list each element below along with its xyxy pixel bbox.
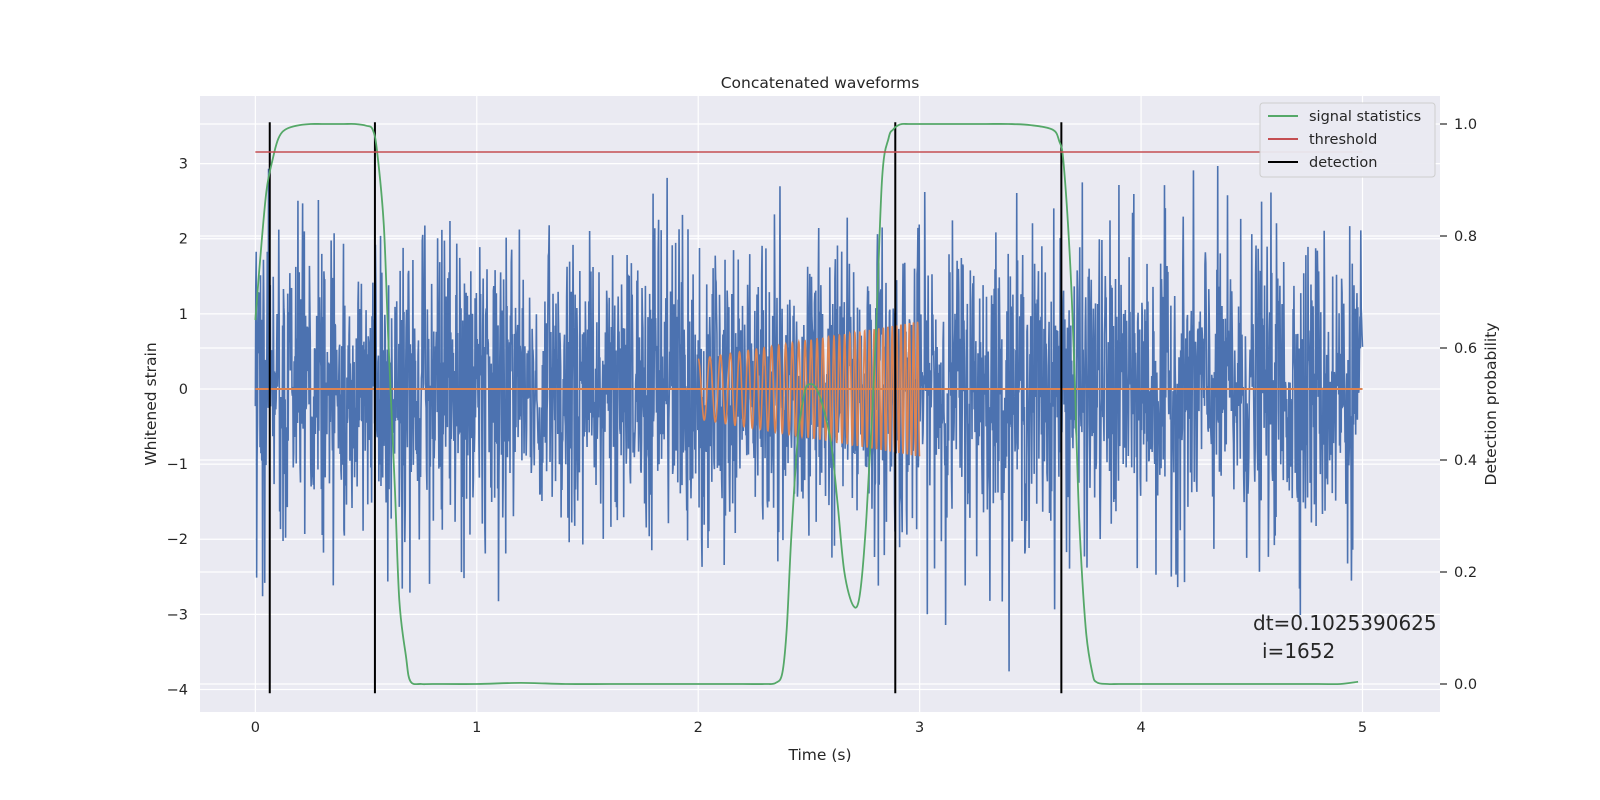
legend-label-signal-statistics: signal statistics	[1309, 109, 1421, 125]
legend-label-detection: detection	[1309, 155, 1377, 171]
y-tick-label: 2	[179, 232, 188, 248]
plot-content	[254, 122, 1364, 694]
y-tick-label: −1	[167, 457, 188, 473]
y-tick-label: −3	[167, 607, 188, 623]
signal-statistics-line	[254, 122, 1359, 686]
legend-label-threshold: threshold	[1309, 132, 1377, 148]
y2-tick-label: 0.4	[1454, 453, 1477, 469]
legend: signal statistics threshold detection	[1259, 102, 1436, 178]
y-tick-label: −4	[167, 682, 188, 698]
y-tick-label: 0	[179, 382, 188, 398]
y-axis-ticks: −4 −3 −2 −1 0 1 2 3	[167, 157, 188, 699]
y-tick-label: 1	[179, 307, 188, 323]
x-axis-ticks: 0 1 2 3 4 5	[251, 720, 1367, 736]
chart-title: Concatenated waveforms	[721, 74, 920, 92]
y2-tick-label: 0.0	[1454, 677, 1477, 693]
y2-tick-label: 0.8	[1454, 229, 1477, 245]
y-tick-label: −2	[167, 532, 188, 548]
x-tick-label: 2	[694, 720, 703, 736]
x-axis-label: Time (s)	[787, 746, 851, 764]
x-tick-label: 3	[915, 720, 924, 736]
y2-tick-label: 1.0	[1454, 117, 1477, 133]
y2-axis-label: Detection probability	[1482, 323, 1500, 486]
annotation-dt: dt=0.1025390625	[1253, 611, 1437, 635]
injected-waveform-line	[697, 321, 921, 457]
x-tick-label: 1	[472, 720, 481, 736]
x-tick-label: 5	[1358, 720, 1367, 736]
legend-box	[1259, 102, 1436, 178]
y2-tick-label: 0.2	[1454, 565, 1477, 581]
strain-noise-line	[254, 166, 1364, 672]
y-axis-label: Whitened strain	[142, 342, 160, 465]
x-tick-label: 0	[251, 720, 260, 736]
y2-tick-label: 0.6	[1454, 341, 1477, 357]
detection-lines	[268, 122, 1063, 694]
y-tick-label: 3	[179, 157, 188, 173]
y2-axis-ticks: 0.0 0.2 0.4 0.6 0.8 1.0	[1440, 117, 1477, 693]
x-tick-label: 4	[1136, 720, 1145, 736]
annotation-index: i=1652	[1262, 639, 1335, 663]
